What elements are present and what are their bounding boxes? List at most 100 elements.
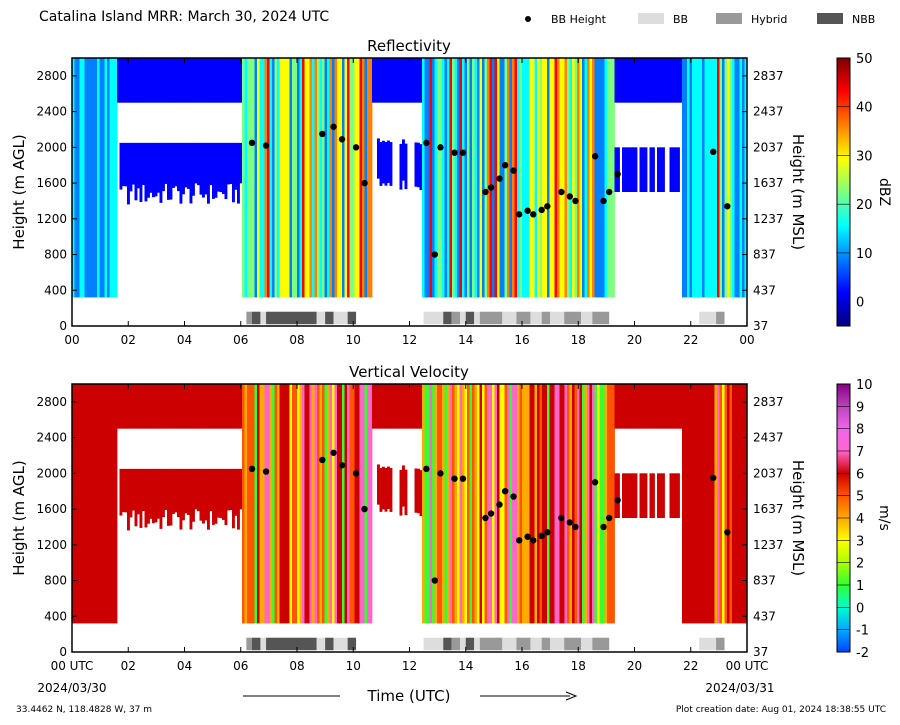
field-column [334,58,338,298]
y2-tick-label: 837 [753,248,776,262]
field-column [212,468,215,525]
field-column [257,58,260,298]
x-tick-label: 12 [402,659,417,673]
field-column [377,138,380,179]
field-column [517,384,520,624]
field-column [679,384,683,429]
field-column [224,384,228,429]
field-column [587,58,590,298]
field-column [182,468,185,521]
field-column [382,384,385,429]
field-column [154,58,158,103]
field-column [162,468,165,518]
bb-type-segment-hybrid [479,311,503,325]
field-column [434,384,438,624]
field-column [634,147,638,192]
velocity-field [72,384,747,624]
field-column [564,384,568,624]
x-tick-label: 08 [289,333,304,347]
field-column [244,58,248,298]
field-column [442,384,445,624]
field-column [97,384,100,624]
field-column [734,58,738,298]
field-column [459,58,463,298]
bb-type-segment-hybrid [451,311,461,325]
field-column [689,384,693,624]
bb-type-segment-bb [699,637,717,651]
field-column [629,58,633,103]
field-column [707,384,710,624]
field-column [114,384,118,624]
field-column [157,384,160,429]
field-column [172,384,175,429]
y2-tick-label: 2837 [753,69,784,83]
field-column [744,58,747,298]
field-column [167,58,170,103]
field-column [304,384,308,624]
field-column [354,384,358,624]
field-column [122,58,125,103]
field-column [339,58,343,298]
field-column [99,384,103,624]
bb-height-point [530,537,537,544]
field-column [197,468,200,512]
field-column [397,384,400,429]
field-column [317,384,320,624]
field-column [724,384,728,624]
field-column [139,468,143,528]
field-column [174,384,178,429]
x-tick-label: 22 [683,333,698,347]
field-column [484,384,488,624]
y2-tick-label: 37 [753,645,768,659]
bb-height-point [482,514,489,522]
field-column [162,142,165,192]
bb-type-segment-bb [260,311,267,325]
field-column [404,469,408,516]
bb-type-segment-nbb [252,637,261,651]
field-column [304,58,308,298]
field-column [694,58,698,298]
field-column [107,58,110,298]
field-column [622,473,625,518]
field-column [292,58,295,298]
field-column [189,468,193,530]
colorbar-tick-label: 9 [856,400,864,415]
field-column [402,384,405,429]
x-tick-label: 18 [571,659,586,673]
field-column [312,58,315,298]
field-column [424,58,428,298]
field-column [142,468,145,512]
field-column [662,384,665,429]
field-column [599,58,603,298]
field-column [627,473,630,518]
field-column [77,384,80,624]
field-column [194,58,198,103]
x-tick-label: 02 [121,333,136,347]
field-column [624,384,628,429]
field-column [87,384,90,624]
field-column [94,58,98,298]
field-column [652,58,655,103]
field-column [112,384,115,624]
field-column [477,384,480,624]
field-column [634,58,638,103]
field-column [549,384,553,624]
field-column [662,58,665,103]
colorbar-tick-label: 3 [856,534,864,549]
field-column [149,468,153,519]
y2-tick-label: 2437 [753,105,784,119]
field-column [682,58,685,298]
field-column [349,384,353,624]
bb-type-segment-nbb [325,311,334,325]
y-tick-label: 2000 [36,466,67,480]
colorbar-tick-label: 6 [856,467,864,482]
field-column [409,384,413,429]
field-column [597,384,600,624]
field-column [644,473,648,518]
reflectivity-colorbar-ticks: 0 10 20 30 40 50 [837,52,873,311]
field-column [614,384,618,429]
field-column [614,147,618,192]
field-column [727,384,730,624]
field-column [177,58,180,103]
field-column [524,384,528,624]
